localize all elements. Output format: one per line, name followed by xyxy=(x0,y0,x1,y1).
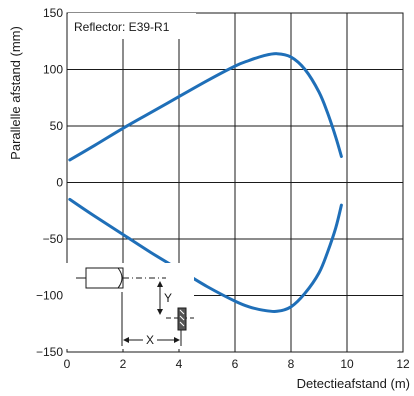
reflector-hatch-1 xyxy=(179,309,185,315)
x-tick-label: 6 xyxy=(232,357,239,371)
x-arrow-head-right xyxy=(174,337,180,343)
x-tick-label: 10 xyxy=(340,357,354,371)
reflector-hatch-3 xyxy=(179,321,185,327)
sensor-icon xyxy=(85,267,124,289)
y-tick-label: 100 xyxy=(43,63,63,77)
x-tick-label: 4 xyxy=(176,357,183,371)
inset-x-label: X xyxy=(146,333,154,347)
series-layer xyxy=(68,52,343,313)
sensor-lens-icon xyxy=(117,267,123,289)
y-arrow-head-top xyxy=(157,281,163,287)
plot-frame xyxy=(66,12,404,353)
y-tick-label: −50 xyxy=(43,232,64,246)
series-lower-curve xyxy=(68,197,343,313)
reflector-icon xyxy=(177,307,187,331)
y-tick-label: 0 xyxy=(56,176,63,190)
y-tick-label: 150 xyxy=(43,6,63,20)
y-tick-label: 50 xyxy=(50,119,64,133)
inset-diagram: Y X xyxy=(66,263,194,349)
x-tick-label: 8 xyxy=(288,357,295,371)
inset-y-label: Y xyxy=(164,291,172,305)
y-axis-title: Parallelle afstand (mm) xyxy=(8,26,23,160)
series-upper-curve xyxy=(68,52,343,162)
y-tick-label: −150 xyxy=(36,345,63,359)
y-tick-label: −100 xyxy=(36,289,63,303)
inset-background xyxy=(66,263,194,349)
tick-labels: 0 2 4 6 8 10 12 −150 −100 −50 0 50 100 150 xyxy=(36,6,410,371)
reflector-hatch-2 xyxy=(179,315,185,321)
x-tick-label: 0 xyxy=(64,357,71,371)
annotation-box xyxy=(68,13,196,39)
x-axis-title: Detectieafstand (m) xyxy=(297,376,410,391)
y-arrow-head-bottom xyxy=(157,309,163,315)
x-tick-label: 12 xyxy=(396,357,410,371)
x-tick-label: 2 xyxy=(120,357,127,371)
annotation-label: Reflector: E39-R1 xyxy=(74,20,170,34)
x-arrow-head-left xyxy=(123,337,129,343)
